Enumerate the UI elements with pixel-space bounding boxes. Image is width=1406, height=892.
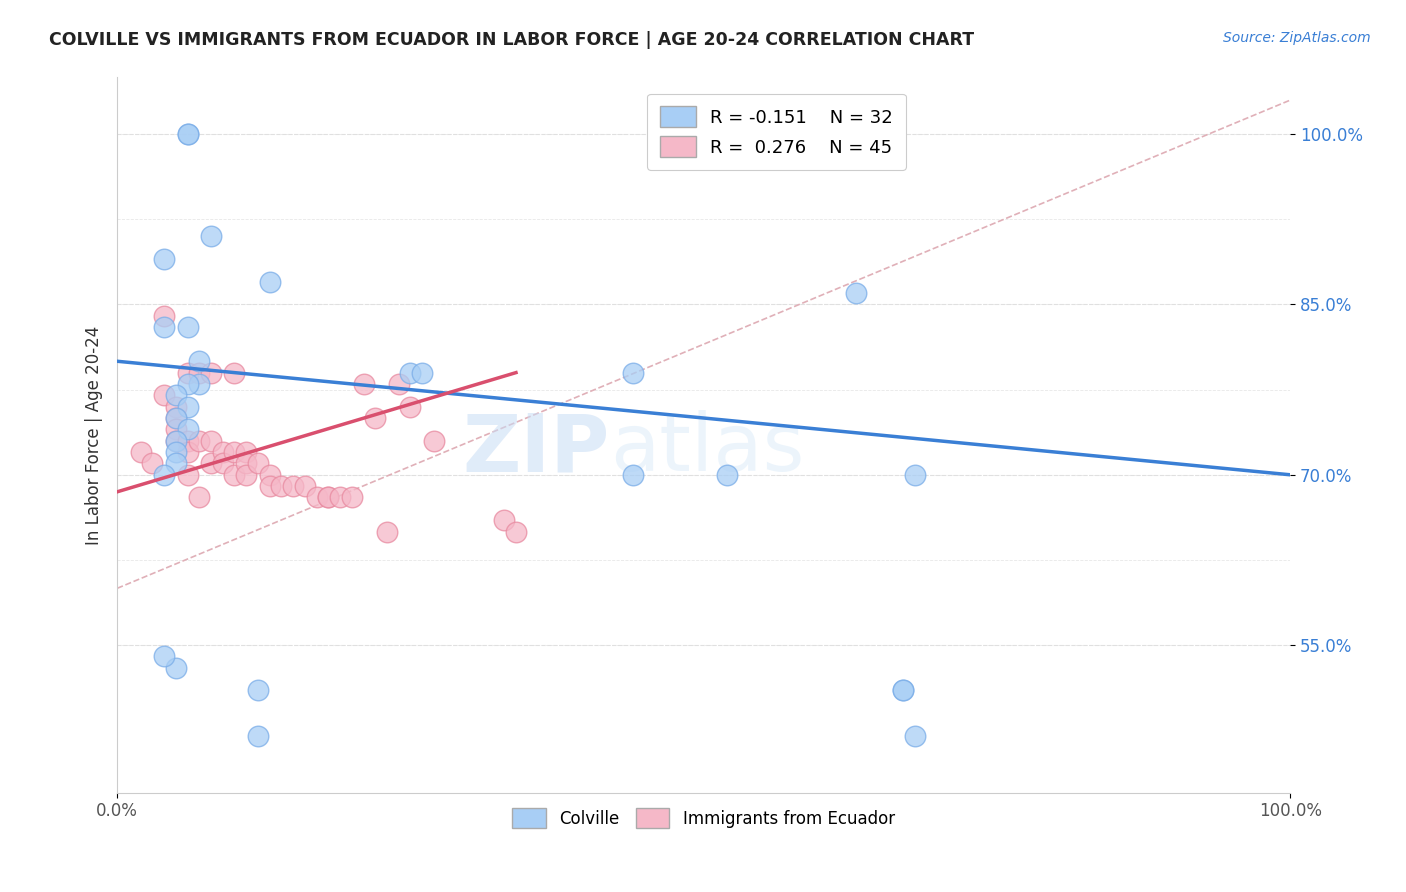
Legend: Colville, Immigrants from Ecuador: Colville, Immigrants from Ecuador bbox=[506, 802, 901, 834]
Text: COLVILLE VS IMMIGRANTS FROM ECUADOR IN LABOR FORCE | AGE 20-24 CORRELATION CHART: COLVILLE VS IMMIGRANTS FROM ECUADOR IN L… bbox=[49, 31, 974, 49]
Point bbox=[246, 729, 269, 743]
Point bbox=[246, 457, 269, 471]
Text: Source: ZipAtlas.com: Source: ZipAtlas.com bbox=[1223, 31, 1371, 45]
Point bbox=[621, 366, 644, 380]
Point bbox=[399, 366, 422, 380]
Point bbox=[165, 445, 187, 459]
Point bbox=[200, 457, 222, 471]
Point bbox=[176, 366, 198, 380]
Point bbox=[318, 491, 340, 505]
Point bbox=[176, 434, 198, 448]
Point bbox=[411, 366, 433, 380]
Point bbox=[153, 252, 176, 266]
Point bbox=[176, 467, 198, 482]
Point bbox=[200, 366, 222, 380]
Point bbox=[340, 491, 363, 505]
Point bbox=[153, 388, 176, 402]
Point bbox=[176, 127, 198, 141]
Point bbox=[129, 445, 152, 459]
Point bbox=[904, 467, 927, 482]
Point bbox=[423, 434, 446, 448]
Point bbox=[891, 683, 914, 698]
Point bbox=[176, 320, 198, 334]
Point bbox=[141, 457, 163, 471]
Point bbox=[165, 422, 187, 436]
Point bbox=[153, 467, 176, 482]
Point bbox=[200, 434, 222, 448]
Point bbox=[165, 661, 187, 675]
Point bbox=[621, 467, 644, 482]
Point bbox=[165, 411, 187, 425]
Point bbox=[211, 445, 233, 459]
Point bbox=[176, 400, 198, 414]
Point bbox=[176, 376, 198, 391]
Point bbox=[904, 729, 927, 743]
Point bbox=[188, 354, 211, 368]
Point bbox=[235, 467, 257, 482]
Y-axis label: In Labor Force | Age 20-24: In Labor Force | Age 20-24 bbox=[86, 326, 103, 545]
Point bbox=[176, 422, 198, 436]
Point bbox=[224, 445, 246, 459]
Point bbox=[176, 127, 198, 141]
Point bbox=[176, 445, 198, 459]
Point bbox=[224, 467, 246, 482]
Point bbox=[399, 400, 422, 414]
Point bbox=[259, 479, 281, 493]
Point bbox=[153, 320, 176, 334]
Point bbox=[165, 400, 187, 414]
Point bbox=[505, 524, 527, 539]
Point bbox=[153, 309, 176, 323]
Point bbox=[353, 376, 375, 391]
Text: atlas: atlas bbox=[610, 410, 804, 488]
Point bbox=[364, 411, 387, 425]
Point bbox=[294, 479, 316, 493]
Point bbox=[165, 434, 187, 448]
Point bbox=[235, 457, 257, 471]
Point bbox=[165, 411, 187, 425]
Point bbox=[318, 491, 340, 505]
Point bbox=[716, 467, 738, 482]
Text: ZIP: ZIP bbox=[463, 410, 610, 488]
Point bbox=[200, 229, 222, 244]
Point bbox=[388, 376, 411, 391]
Point bbox=[494, 513, 516, 527]
Point bbox=[305, 491, 328, 505]
Point bbox=[224, 366, 246, 380]
Point bbox=[329, 491, 352, 505]
Point bbox=[188, 366, 211, 380]
Point bbox=[165, 457, 187, 471]
Point bbox=[259, 467, 281, 482]
Point bbox=[153, 649, 176, 664]
Point bbox=[235, 445, 257, 459]
Point bbox=[188, 434, 211, 448]
Point bbox=[246, 683, 269, 698]
Point bbox=[281, 479, 304, 493]
Point bbox=[891, 683, 914, 698]
Point bbox=[188, 376, 211, 391]
Point bbox=[165, 388, 187, 402]
Point bbox=[188, 491, 211, 505]
Point bbox=[270, 479, 292, 493]
Point bbox=[165, 434, 187, 448]
Point bbox=[259, 275, 281, 289]
Point bbox=[845, 286, 868, 301]
Point bbox=[375, 524, 398, 539]
Point bbox=[211, 457, 233, 471]
